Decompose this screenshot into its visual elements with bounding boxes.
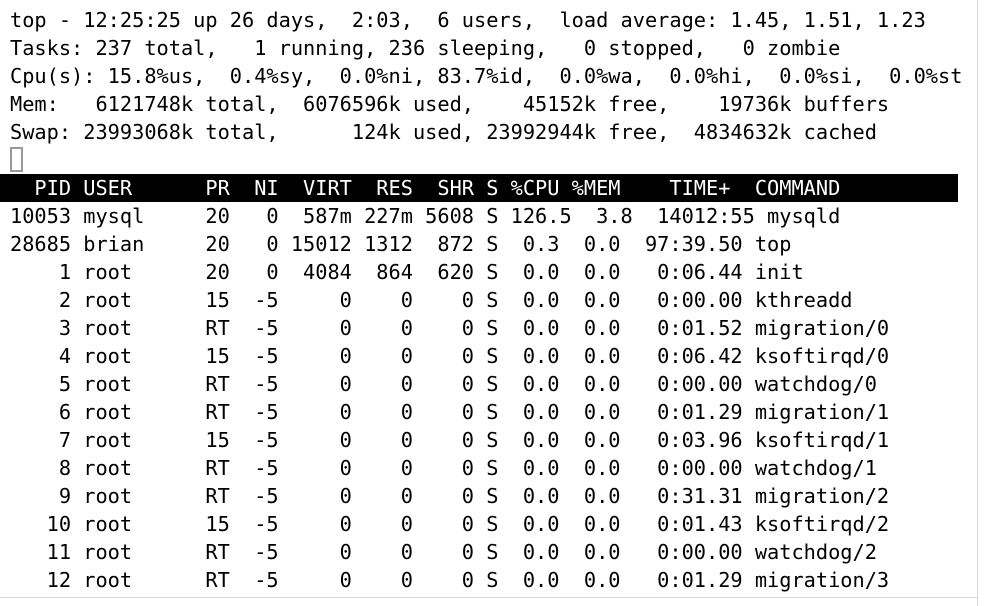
terminal-cursor: [10, 147, 23, 172]
process-row: 5 root RT -5 0 0 0 S 0.0 0.0 0:00.00 wat…: [10, 372, 877, 396]
scrollbar-track[interactable]: [978, 0, 984, 606]
process-row: 10053 mysql 20 0 587m 227m 5608 S 126.5 …: [10, 204, 841, 228]
process-table-rows: 10053 mysql 20 0 587m 227m 5608 S 126.5 …: [10, 202, 977, 594]
process-row: 6 root RT -5 0 0 0 S 0.0 0.0 0:01.29 mig…: [10, 400, 890, 424]
cursor-line: [10, 146, 977, 174]
process-row: 3 root RT -5 0 0 0 S 0.0 0.0 0:01.52 mig…: [10, 316, 890, 340]
process-row: 10 root 15 -5 0 0 0 S 0.0 0.0 0:01.43 ks…: [10, 512, 890, 536]
tasks-summary-line: Tasks: 237 total, 1 running, 236 sleepin…: [10, 36, 841, 60]
process-row: 11 root RT -5 0 0 0 S 0.0 0.0 0:00.00 wa…: [10, 540, 877, 564]
terminal-content[interactable]: top - 12:25:25 up 26 days, 2:03, 6 users…: [0, 0, 977, 597]
cpu-summary-line: Cpu(s): 15.8%us, 0.4%sy, 0.0%ni, 83.7%id…: [10, 64, 963, 88]
process-row: 8 root RT -5 0 0 0 S 0.0 0.0 0:00.00 wat…: [10, 456, 877, 480]
process-row: 4 root 15 -5 0 0 0 S 0.0 0.0 0:06.42 kso…: [10, 344, 890, 368]
window-right-border: [977, 0, 978, 606]
swap-summary-line: Swap: 23993068k total, 124k used, 239929…: [10, 120, 877, 144]
process-row: 1 root 20 0 4084 864 620 S 0.0 0.0 0:06.…: [10, 260, 804, 284]
mem-summary-line: Mem: 6121748k total, 6076596k used, 4515…: [10, 92, 890, 116]
process-row: 9 root RT -5 0 0 0 S 0.0 0.0 0:31.31 mig…: [10, 484, 890, 508]
process-row: 7 root 15 -5 0 0 0 S 0.0 0.0 0:03.96 kso…: [10, 428, 890, 452]
window-bottom-border: [0, 597, 978, 598]
process-row: 2 root 15 -5 0 0 0 S 0.0 0.0 0:00.00 kth…: [10, 288, 853, 312]
process-row: 12 root RT -5 0 0 0 S 0.0 0.0 0:01.29 mi…: [10, 568, 890, 592]
process-table-header: PID USER PR NI VIRT RES SHR S %CPU %MEM …: [0, 174, 958, 202]
process-row: 28685 brian 20 0 15012 1312 872 S 0.3 0.…: [10, 232, 792, 256]
top-summary-line: top - 12:25:25 up 26 days, 2:03, 6 users…: [10, 8, 926, 32]
